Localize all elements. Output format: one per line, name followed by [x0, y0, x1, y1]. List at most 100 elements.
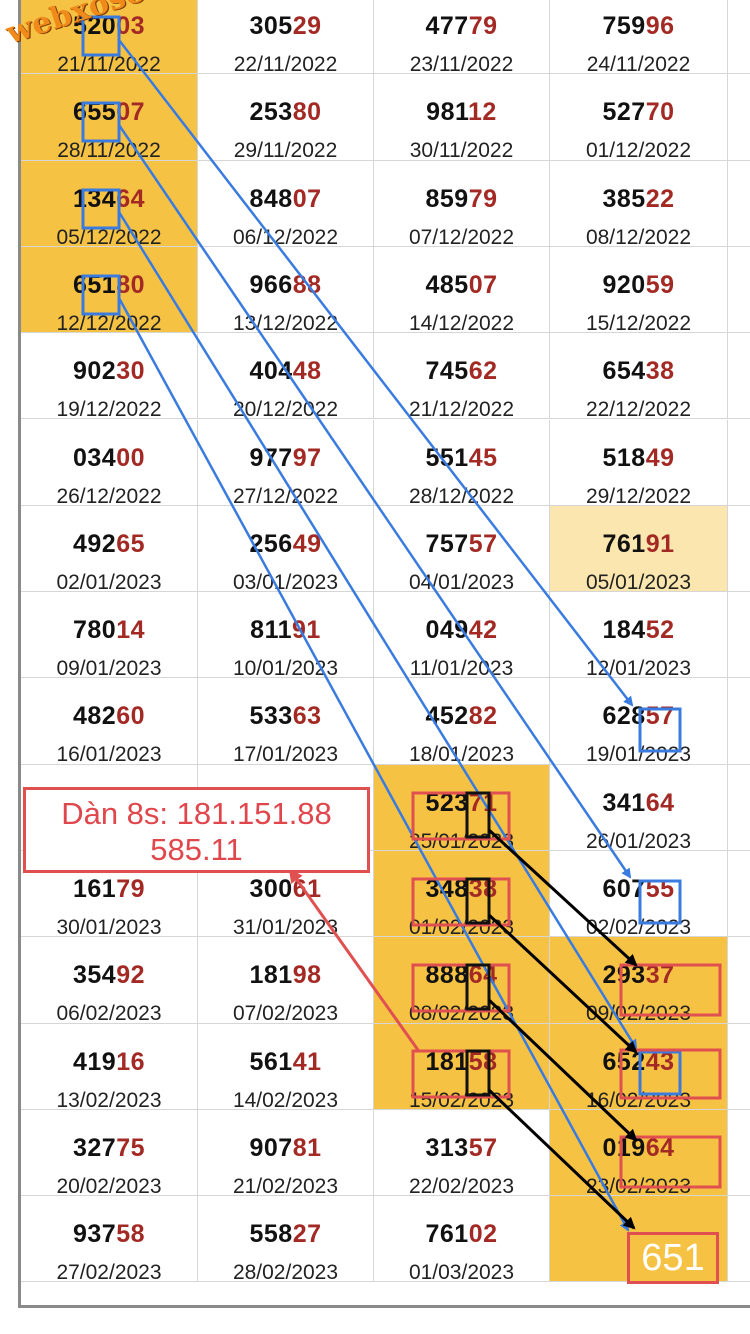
result-number: 30061: [198, 874, 373, 904]
result-date: 24/11/2022: [586, 53, 691, 76]
number-tail: 70: [645, 98, 675, 127]
result-cell: 78014 09/01/2023: [21, 592, 198, 680]
result-cell: 74562 21/12/2022: [374, 333, 550, 421]
red-box: [411, 1049, 511, 1099]
result-cell: 13464 05/12/2022: [21, 160, 198, 249]
result-cell: 18198 07/02/2023: [198, 937, 374, 1025]
number-tail: 38: [645, 357, 675, 386]
red-box: [411, 877, 511, 927]
number-tail: 59: [645, 270, 675, 299]
result-date: 10/01/2023: [232, 657, 339, 681]
result-cell: 55827 28/02/2023: [198, 1196, 374, 1284]
number-tail: 07: [468, 270, 498, 299]
result-number: 76191: [550, 529, 727, 559]
result-number: 56141: [198, 1047, 373, 1077]
result-date: 20/12/2022: [232, 398, 339, 422]
result-date: 19/01/2023: [585, 743, 692, 767]
result-cell: 01964 23/02/2023: [550, 1109, 728, 1198]
result-number: 51849: [550, 443, 727, 473]
number-tail: 82: [468, 702, 498, 731]
result-cell: 48507 14/12/2022: [374, 246, 550, 335]
result-cell: 31357 22/02/2023: [374, 1109, 550, 1198]
result-date: 28/11/2022: [57, 139, 161, 163]
result-date: 21/02/2023: [232, 1174, 339, 1198]
result-date: 01/12/2022: [585, 139, 692, 163]
number-head: 902: [72, 357, 117, 386]
number-tail: 92: [116, 961, 146, 990]
number-head: 761: [602, 529, 646, 558]
result-number: 85979: [374, 184, 549, 214]
number-tail: 91: [645, 529, 675, 558]
result-date: 14/12/2022: [408, 311, 515, 335]
result-number: 31357: [374, 1133, 549, 1163]
blue-box: [638, 1050, 682, 1096]
number-tail: 63: [292, 702, 322, 731]
result-date: 02/01/2023: [56, 570, 162, 594]
number-tail: 80: [116, 270, 146, 299]
edge-strip: [727, 1109, 750, 1197]
result-date: 27/12/2022: [232, 484, 339, 508]
number-head: 907: [249, 1133, 293, 1162]
red-arrow: [288, 868, 420, 1051]
result-cell: 41916 13/02/2023: [21, 1023, 198, 1112]
number-tail: 97: [292, 443, 322, 472]
blue-arrow: [117, 124, 632, 879]
result-date: 22/02/2023: [408, 1174, 515, 1198]
number-tail: 64: [645, 788, 675, 817]
result-number: 65438: [550, 356, 727, 386]
result-number: 62857: [550, 701, 727, 731]
black-box: [465, 963, 491, 1011]
result-date: 21/12/2022: [408, 398, 515, 422]
number-tail: 80: [292, 98, 322, 127]
result-box: 651: [627, 1232, 719, 1284]
result-date: 09/01/2023: [56, 657, 162, 681]
result-number: 78014: [21, 615, 197, 645]
result-date: 28/02/2023: [232, 1261, 339, 1285]
result-cell: 32775 20/02/2023: [21, 1109, 198, 1198]
number-tail: 79: [116, 875, 146, 903]
edge-strip: [727, 246, 750, 334]
number-tail: 16: [116, 1047, 146, 1076]
result-number: 35492: [21, 960, 197, 990]
red-box: [619, 963, 722, 1017]
number-head: 780: [72, 616, 117, 645]
result-cell: 29337 09/02/2023: [550, 937, 728, 1025]
edge-strip: [727, 160, 750, 247]
black-box: [465, 1049, 491, 1097]
number-head: 385: [602, 184, 646, 213]
red-box: [619, 1048, 722, 1100]
blue-box: [81, 188, 121, 230]
result-cell: 47779 23/11/2022: [374, 0, 550, 76]
result-date: 03/01/2023: [232, 570, 339, 594]
result-number: 74562: [374, 356, 549, 386]
black-arrow: [487, 998, 638, 1142]
number-tail: 57: [468, 529, 498, 558]
result-cell: 76102 01/03/2023: [374, 1196, 550, 1284]
edge-strip: [727, 419, 750, 506]
result-date: 29/11/2022: [233, 139, 338, 163]
result-date: 30/01/2023: [56, 916, 162, 939]
number-head: 920: [602, 270, 646, 299]
result-number: 03400: [21, 443, 197, 473]
edge-strip: [727, 592, 750, 679]
number-head: 034: [72, 443, 117, 472]
red-box: [411, 963, 511, 1013]
black-box: [465, 791, 491, 839]
result-date: 06/12/2022: [232, 225, 339, 249]
result-number: 92059: [550, 270, 727, 300]
result-cell: 25380 29/11/2022: [198, 74, 374, 162]
number-tail: 52: [645, 616, 675, 645]
result-number: 41916: [21, 1047, 197, 1077]
number-head: 518: [602, 443, 646, 472]
edge-strip: [727, 0, 750, 75]
number-head: 341: [602, 788, 646, 817]
result-date: 05/01/2023: [585, 570, 692, 594]
number-head: 492: [72, 529, 117, 558]
result-number: 30529: [198, 11, 373, 41]
number-head: 300: [249, 875, 293, 903]
number-head: 313: [425, 1133, 469, 1162]
number-head: 256: [249, 529, 293, 558]
note-box: Dàn 8s: 181.151.88 585.11: [23, 787, 370, 873]
number-head: 419: [72, 1047, 117, 1076]
